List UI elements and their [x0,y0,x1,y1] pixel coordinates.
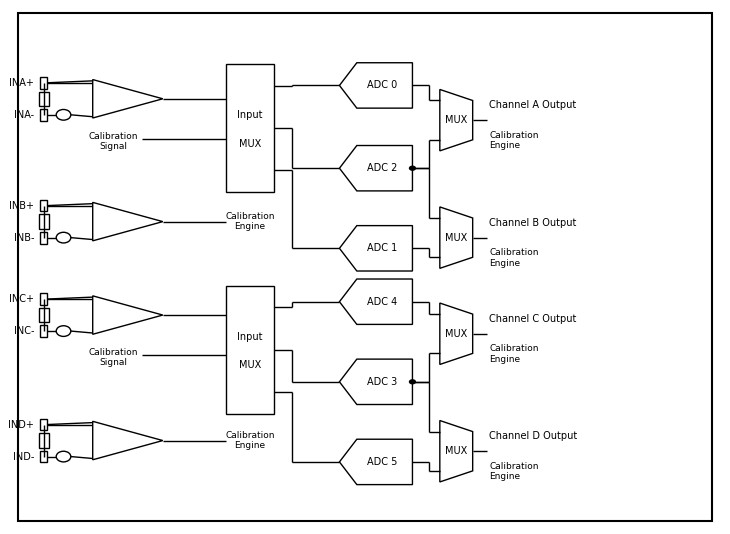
Bar [40,109,47,121]
Bar [40,77,47,89]
Circle shape [56,109,71,120]
Polygon shape [439,421,473,482]
Polygon shape [93,421,163,460]
Text: Input: Input [237,332,263,342]
Text: Calibration
Engine: Calibration Engine [490,462,539,481]
Text: Calibration
Engine: Calibration Engine [490,131,539,150]
Text: Calibration
Signal: Calibration Signal [88,348,138,367]
Text: Calibration
Engine: Calibration Engine [490,344,539,364]
Text: Channel A Output: Channel A Output [490,100,577,110]
Text: INC+: INC+ [9,294,34,304]
Text: ADC 1: ADC 1 [366,244,397,253]
Text: Calibration
Signal: Calibration Signal [88,132,138,151]
Text: IND+: IND+ [9,420,34,429]
Text: ADC 4: ADC 4 [366,297,397,307]
Polygon shape [93,202,163,241]
Bar [40,200,47,211]
Polygon shape [339,225,412,271]
Polygon shape [439,89,473,151]
Bar [40,419,47,430]
Circle shape [409,379,416,384]
Text: INA-: INA- [14,110,34,120]
Text: Channel D Output: Channel D Output [490,431,577,441]
Text: Channel C Output: Channel C Output [490,314,577,324]
Text: Calibration
Engine: Calibration Engine [226,431,274,450]
Circle shape [409,166,416,171]
Polygon shape [339,359,412,405]
Bar [40,325,47,337]
Polygon shape [439,303,473,364]
Text: MUX: MUX [445,233,467,242]
Circle shape [56,451,71,462]
Text: Channel B Output: Channel B Output [490,218,577,227]
Polygon shape [93,80,163,118]
Text: INB+: INB+ [9,201,34,210]
Text: IND-: IND- [13,452,34,461]
Polygon shape [339,145,412,191]
Text: MUX: MUX [445,446,467,456]
Text: MUX: MUX [239,360,261,370]
Polygon shape [339,279,412,324]
Bar [39,308,48,322]
Text: ADC 2: ADC 2 [366,163,397,173]
Text: MUX: MUX [445,115,467,125]
Text: MUX: MUX [239,138,261,148]
Text: INA+: INA+ [9,78,34,88]
Polygon shape [339,63,412,108]
Text: INC-: INC- [14,326,34,336]
Circle shape [56,326,71,336]
Bar [40,232,47,244]
Text: INB-: INB- [14,233,34,242]
Text: MUX: MUX [445,329,467,339]
Text: ADC 5: ADC 5 [366,457,397,467]
Circle shape [56,232,71,243]
Bar [39,92,48,106]
Text: Input: Input [237,111,263,120]
Polygon shape [93,296,163,334]
Bar [39,434,48,447]
Polygon shape [339,439,412,485]
Text: Calibration
Engine: Calibration Engine [490,248,539,268]
Text: ADC 3: ADC 3 [366,377,397,387]
Bar [40,293,47,305]
Text: ADC 0: ADC 0 [366,81,397,90]
Bar [226,64,274,192]
Text: Calibration
Engine: Calibration Engine [226,212,274,231]
Polygon shape [439,207,473,268]
Bar [226,286,274,414]
Bar [39,214,48,229]
Bar [40,451,47,462]
